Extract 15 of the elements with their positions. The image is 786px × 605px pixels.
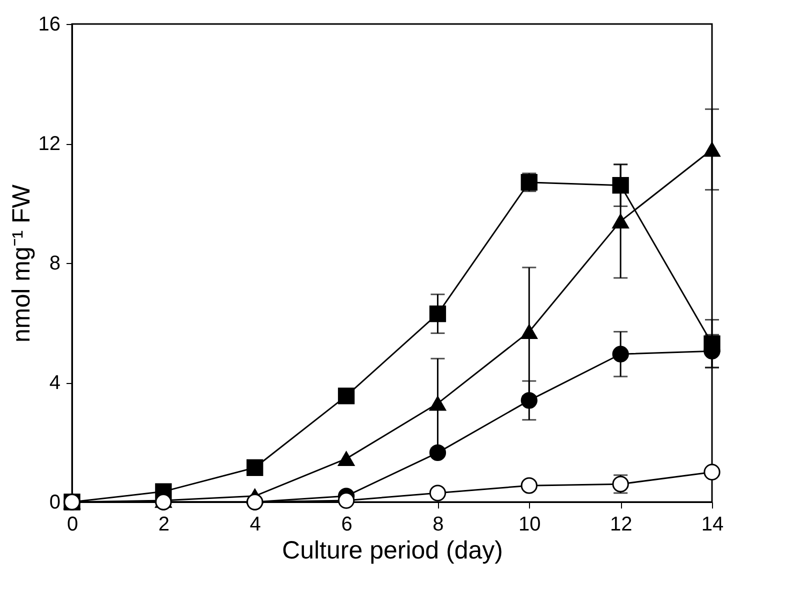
x-tick-label: 2 (158, 514, 170, 536)
x-tick-label: 0 (66, 514, 78, 536)
x-tick-label: 6 (341, 514, 352, 536)
y-tick-label: 16 (38, 14, 60, 36)
x-tick-label: 10 (518, 514, 541, 536)
y-tick-label: 8 (49, 252, 60, 274)
x-tick-label: 12 (610, 514, 632, 536)
x-tick-label: 14 (701, 514, 724, 536)
y-tick-label: 12 (38, 133, 60, 155)
y-tick-label: 4 (49, 372, 60, 394)
x-axis-title: Culture period (day) (282, 536, 503, 564)
y-axis-title: nmol mg⁻¹ FW (7, 184, 36, 342)
y-tick-label: 0 (49, 492, 60, 514)
x-tick-label: 4 (250, 514, 261, 536)
x-tick-label: 8 (432, 514, 444, 536)
